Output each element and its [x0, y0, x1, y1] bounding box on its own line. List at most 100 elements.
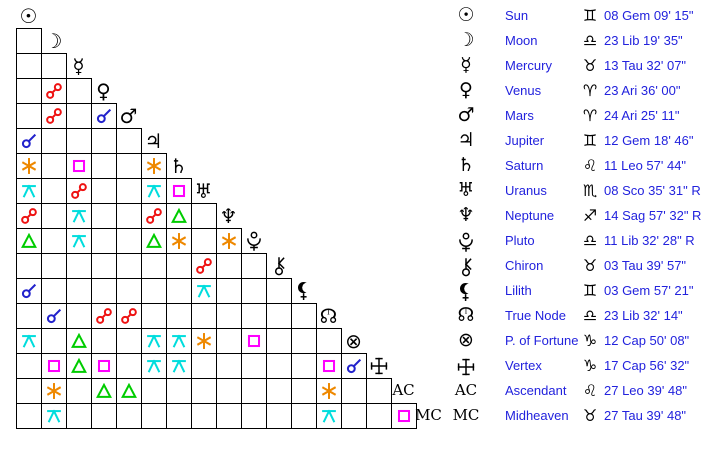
table-row-lilith: Lilith ♊ 03 Gem 57' 21": [0, 278, 705, 303]
planet-glyph-vertex: [366, 353, 391, 378]
table-row-chiron: Chiron ♉ 03 Tau 39' 57": [0, 253, 705, 278]
quincunx-icon: [172, 359, 186, 373]
table-row-sun: ☉ Sun ♊ 08 Gem 09' 15": [0, 3, 705, 28]
quincunx-icon: [147, 334, 161, 348]
aspect-cell-chiron-mercury-empty: [66, 253, 92, 279]
aspect-cell-true-node-chiron-empty: [266, 303, 292, 329]
sign-glyph-ari: ♈: [582, 81, 598, 100]
table-row-venus: ♀ Venus ♈ 23 Ari 36' 00": [0, 78, 705, 103]
opposition-icon: [46, 108, 62, 124]
aspect-cell-chiron-venus-empty: [91, 253, 117, 279]
trine-icon: [71, 358, 87, 373]
planet-name: Saturn: [505, 158, 544, 173]
planet-position: 12 Gem 18' 46": [604, 133, 694, 148]
aspect-cell-saturn-jupiter-sextile: [141, 153, 167, 179]
opposition-icon: [96, 308, 112, 324]
conjunction-icon: [21, 283, 37, 299]
quincunx-icon: [147, 184, 161, 198]
table-row-ascendant: AC Ascendant ♌ 27 Leo 39' 48": [0, 378, 705, 403]
sign-glyph-sag: ♐: [582, 206, 598, 225]
planet-glyph-mercury: ☿: [72, 53, 85, 78]
aspect-cell-chiron-pluto-empty: [241, 253, 267, 279]
chiron-icon: [274, 256, 285, 275]
planet-position: 08 Gem 09' 15": [604, 8, 694, 23]
planet-position: 27 Leo 39' 48": [604, 383, 688, 398]
aspect-cell-midheaven-moon-quincunx: [41, 403, 67, 429]
aspect-cell-p-of-fortune-uranus-sextile: [191, 328, 217, 354]
planet-glyph-saturn: ♄: [169, 153, 188, 178]
pluto-icon: [459, 232, 473, 252]
planet-glyph-vertex: [452, 353, 480, 378]
planet-position: 11 Leo 57' 44": [604, 158, 687, 173]
planet-position: 23 Lib 32' 14": [604, 308, 683, 323]
planet-glyph-neptune: ♆: [219, 203, 238, 228]
sextile-icon: [321, 383, 337, 399]
table-row-mercury: ☿ Mercury ♉ 13 Tau 32' 07": [0, 53, 705, 78]
planet-name: Neptune: [505, 208, 555, 223]
aspect-cell-true-node-jupiter-empty: [141, 303, 167, 329]
square-icon: [72, 159, 86, 173]
table-row-saturn: ♄ Saturn ♌ 11 Leo 57' 44": [0, 153, 705, 178]
opposition-icon: [196, 258, 212, 274]
planet-position: 23 Ari 36' 00": [604, 83, 681, 98]
planet-position: 03 Gem 57' 21": [604, 283, 694, 298]
aspect-cell-vertex-chiron-empty: [266, 353, 292, 379]
planet-glyph-ascendant: AC: [454, 381, 478, 399]
aspect-cell-midheaven-venus-empty: [91, 403, 117, 429]
aspect-cell-ascendant-sun-empty: [16, 378, 42, 404]
aspect-cell-midheaven-ascendant-square: [391, 403, 417, 429]
planet-name: Ascendant: [505, 383, 567, 398]
aspect-cell-mars-sun-empty: [16, 103, 42, 129]
planet-name: Sun: [505, 8, 529, 23]
sign-glyph-lib: ♎: [582, 231, 598, 250]
quincunx-icon: [22, 334, 36, 348]
planet-name: True Node: [505, 308, 566, 323]
planet-glyph-chiron: [452, 253, 480, 278]
sextile-icon: [146, 158, 162, 174]
aspect-cell-midheaven-mars-empty: [116, 403, 142, 429]
aspect-cell-pluto-sun-trine: [16, 228, 42, 254]
planet-name: Jupiter: [505, 133, 545, 148]
aspect-cell-neptune-mercury-quincunx: [66, 203, 92, 229]
planet-glyph-p-of-fortune: ⊗: [345, 328, 362, 353]
planet-glyph-p-of-fortune: ⊗: [458, 329, 474, 351]
planet-glyph-uranus: ♅: [457, 179, 475, 201]
planet-glyph-jupiter: ♃: [144, 128, 163, 153]
aspect-cell-pluto-neptune-sextile: [216, 228, 242, 254]
planet-glyph-pluto: [452, 228, 480, 253]
conjunction-icon: [96, 108, 112, 124]
sextile-icon: [46, 383, 62, 399]
aspect-cell-lilith-saturn-empty: [166, 278, 192, 304]
planet-name: P. of Fortune: [505, 333, 579, 348]
trine-icon: [171, 208, 187, 223]
table-row-mars: ♂ Mars ♈ 24 Ari 25' 11": [0, 103, 705, 128]
sextile-icon: [171, 233, 187, 249]
planet-glyph-moon: ☽: [44, 28, 63, 53]
aspect-cell-p-of-fortune-true-node-empty: [316, 328, 342, 354]
table-row-uranus: ♅ Uranus ♏ 08 Sco 35' 31" R: [0, 178, 705, 203]
conjunction-icon: [346, 358, 362, 374]
table-row-vertex: Vertex ♑ 17 Cap 56' 32": [0, 353, 705, 378]
planet-position: 08 Sco 35' 31" R: [604, 183, 701, 198]
opposition-icon: [121, 308, 137, 324]
planet-glyph-jupiter: ♃: [457, 129, 475, 151]
aspect-cell-chiron-moon-empty: [41, 253, 67, 279]
planet-name: Venus: [505, 83, 542, 98]
sextile-icon: [221, 233, 237, 249]
aspect-cell-vertex-jupiter-quincunx: [141, 353, 167, 379]
sign-glyph-leo: ♌: [582, 381, 598, 400]
square-icon: [322, 359, 336, 373]
aspect-cell-midheaven-true-node-quincunx: [316, 403, 342, 429]
planet-glyph-true-node: ☊ T: [319, 303, 338, 328]
aspect-cell-jupiter-mercury-empty: [66, 128, 92, 154]
aspect-cell-chiron-sun-empty: [16, 253, 42, 279]
planet-glyph-venus: ♀: [96, 78, 111, 103]
planet-glyph-mars: ♂: [457, 104, 475, 126]
planet-glyph-neptune: ♆: [457, 204, 475, 226]
opposition-icon: [146, 208, 162, 224]
planet-name: Lilith: [505, 283, 532, 298]
sign-glyph-cap: ♑: [582, 356, 598, 375]
sign-glyph-tau: ♉: [582, 56, 598, 75]
